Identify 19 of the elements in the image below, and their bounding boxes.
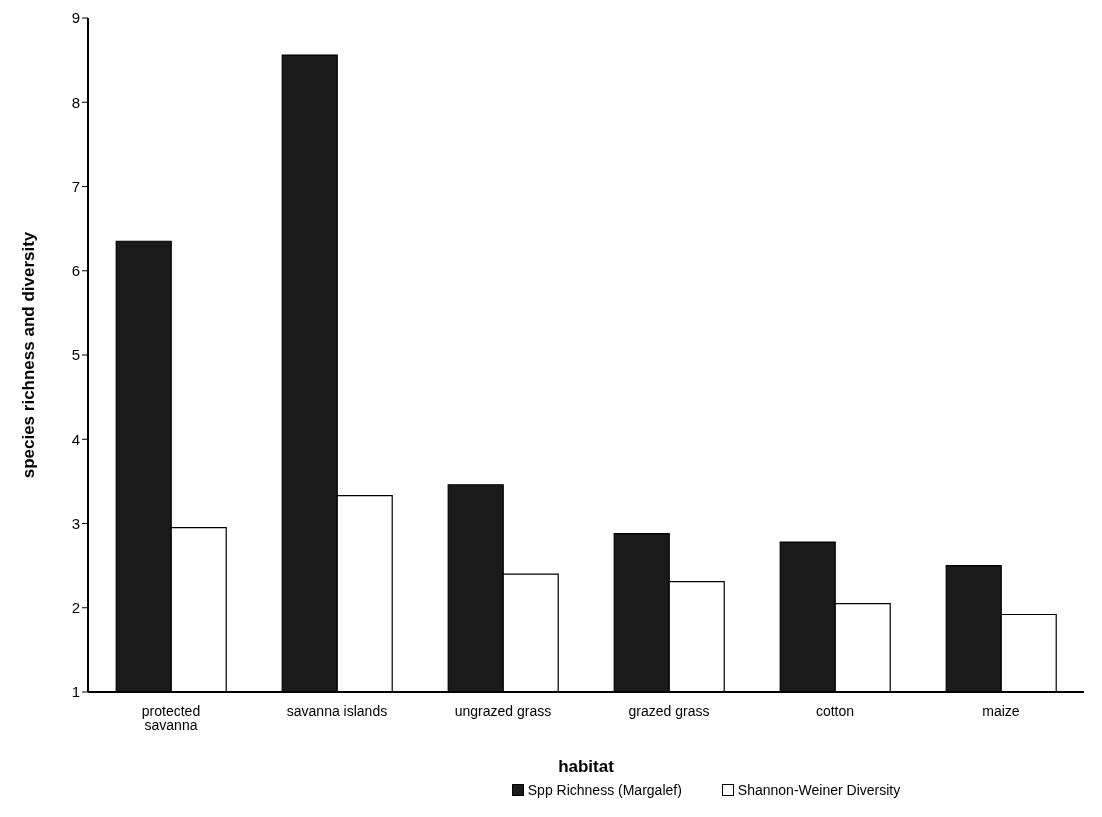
x-tick-label: savanna islands [286,702,388,719]
y-tick-label: 7 [71,177,80,195]
x-tick-label: grazed grass [628,702,710,719]
y-tick-label: 6 [71,262,80,280]
y-tick-label: 1 [71,683,80,701]
x-axis-title: habitat [558,757,615,776]
y-tick-label: 3 [71,514,80,532]
legend-label: Shannon-Weiner Diversity [737,782,901,798]
y-axis-title: species richness and diversity [19,231,39,479]
legend-label: Spp Richness (Margalef) [527,782,682,798]
x-tick-label: ungrazed grass [454,702,552,719]
x-tick-label: protected savanna [141,702,201,733]
y-tick-label: 4 [71,430,80,448]
x-tick-label: cotton [815,702,855,719]
y-tick-label: 9 [71,9,80,27]
y-tick-label: 2 [71,599,80,617]
x-tick-label: maize [982,702,1020,719]
y-tick-label: 8 [71,93,80,111]
y-tick-label: 5 [71,346,80,364]
